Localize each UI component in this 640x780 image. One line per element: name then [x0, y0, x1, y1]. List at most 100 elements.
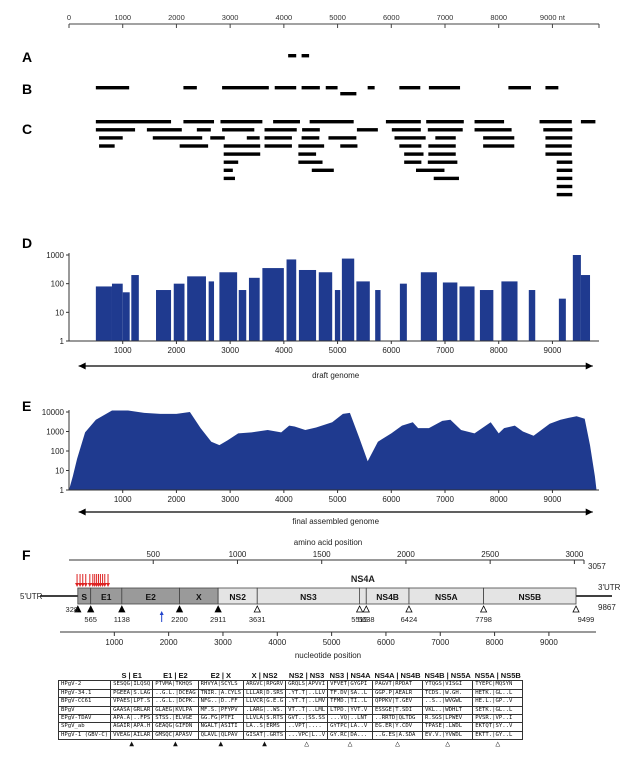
aa-axis-tick-label: 1000 — [229, 550, 247, 559]
coverage-x-tick-label: 6000 — [382, 495, 400, 504]
site-position-label: 328 — [66, 605, 79, 614]
alignment-sequence-name: HPgV-1 (GBV-C) — [58, 730, 112, 741]
alignment-cell: YTQGS|VISGI — [422, 680, 474, 690]
coverage-x-tick-label: 2000 — [168, 495, 186, 504]
read-bar — [152, 136, 203, 140]
read-bar — [391, 128, 421, 132]
coverage-bar — [238, 290, 247, 341]
read-bar — [99, 136, 123, 140]
alignment-column-header: E2 | X — [210, 672, 232, 680]
panel-label-d: D — [22, 235, 32, 251]
alignment-column-header: S | E1 — [121, 672, 142, 680]
read-bar — [274, 86, 297, 90]
panel-label-c: C — [22, 121, 32, 137]
read-bar — [298, 144, 325, 148]
alignment-row: EPgV-TDAV APA.A|..FPS STSS.|ELVGE GG.FG|PTF… — [58, 714, 524, 724]
alignment-column-header: NS4B | NS5A — [424, 672, 471, 680]
read-bar — [545, 152, 572, 156]
read-bar — [183, 86, 197, 90]
cleavage-site-filled-triangle — [118, 605, 126, 613]
alignment-cell: EG.ER|Y.CDV — [372, 722, 424, 732]
alignment-cell: TPASE|.LWDL — [422, 722, 474, 732]
coverage-x-tick-label: 3000 — [221, 495, 239, 504]
alignment-cell: LA..S|ERMS — [243, 722, 287, 732]
read-bar — [543, 128, 573, 132]
alignment-cell: ARGVC|RPGRV — [243, 680, 287, 690]
panel-c-reads — [95, 120, 596, 197]
alignment-column-header: NS3 | NS4A — [329, 672, 371, 680]
aa-axis-tick-label: 2500 — [481, 550, 499, 559]
cleavage-site-filled-triangle — [175, 605, 184, 613]
coverage-y-tick-label: 10 — [55, 308, 64, 317]
alignment-cell: TCDS.|W.GH. — [422, 688, 474, 699]
coverage-bar — [208, 281, 215, 341]
alignment-row: BPgV GAASA|GRLAR GLAEG|KVLPA MF.S.|PFYPV .LA… — [58, 705, 524, 716]
coverage-y-tick-label: 10000 — [42, 408, 65, 417]
aa-end-label: 3057 — [588, 562, 606, 571]
coverage-x-tick-label: 7000 — [436, 495, 454, 504]
alignment-cell: TF.DV|SA..L — [327, 688, 374, 699]
read-bar — [399, 144, 422, 148]
read-bar — [404, 160, 422, 164]
alignment-cell: STSS.|ELVGE — [152, 714, 199, 724]
arrow-head-right — [585, 508, 593, 516]
coverage-bar — [459, 286, 475, 341]
read-bar — [210, 136, 225, 140]
alignment-cell: GG.FG|PTFI — [197, 714, 245, 724]
alignment-cell: GGP.P|AEALR — [372, 688, 424, 699]
open-triangle-icon: △ — [445, 739, 451, 749]
read-bar — [340, 144, 358, 148]
read-bar — [545, 144, 572, 148]
coverage-x-tick-label: 2000 — [168, 346, 186, 355]
coverage-bar — [248, 277, 260, 341]
cleavage-site-open-triangle — [572, 605, 580, 613]
coverage-bar — [572, 255, 581, 341]
alignment-header-row: S | E1 E1 | E2 E2 | X X | NS2 NS2 | NS3 NS3 |… — [59, 672, 523, 681]
gene-box-ns4a — [359, 587, 367, 605]
alignment-cell: LLVLA|S.RTS — [243, 714, 287, 724]
read-bar — [340, 92, 357, 96]
coverage-y-tick-label: 100 — [51, 280, 65, 289]
alignment-cell: GRQLS|APVVI — [285, 680, 329, 690]
alignment-column-header: NS4A | NS4B — [374, 672, 421, 680]
top-axis-tick-label: 3000 — [222, 13, 239, 22]
blue-site-arrow-head — [159, 611, 164, 615]
red-site-arrow-head — [106, 583, 111, 587]
read-bar — [426, 120, 464, 124]
alignment-row: HPgV-34.1 PGEEA|S.LAG ..G.L.|DCEAG TNIR.|A.… — [58, 688, 524, 699]
coverage-bar — [356, 281, 370, 341]
nt-axis-tick-label: 2000 — [160, 638, 178, 647]
read-bar — [223, 144, 261, 148]
open-triangle-icon: △ — [495, 739, 501, 749]
red-site-arrow-head — [87, 583, 92, 587]
site-position-label: 9499 — [578, 615, 595, 624]
cleavage-site-open-triangle — [355, 605, 364, 613]
three-utr-label: 3'UTR — [598, 583, 621, 592]
read-bar — [545, 86, 559, 90]
gene-label: E1 — [101, 592, 112, 602]
gene-label: X — [196, 592, 202, 602]
cleavage-site-open-triangle — [362, 605, 370, 613]
gene-label: E2 — [145, 592, 156, 602]
panel-a-reads — [288, 54, 310, 58]
arrow-head-right — [585, 362, 593, 370]
coverage-bar — [558, 298, 566, 341]
cleavage-site-filled-triangle — [87, 605, 95, 613]
alignment-cell: NFG..|D..FF — [197, 697, 245, 707]
alignment-cell: GEAQG|GIFDN — [152, 722, 199, 732]
coverage-bar — [122, 292, 130, 341]
alignment-row: BPgV-CC61 VPAES|LPT.S ..G.L.|DCPK. NFG..|D.… — [58, 697, 524, 707]
coverage-bar — [298, 269, 317, 341]
read-bar — [508, 86, 531, 90]
read-bar — [223, 176, 235, 181]
read-bar — [556, 184, 573, 189]
alignment-cell: PVSR.|VP..I — [472, 714, 524, 724]
coverage-bar — [111, 283, 123, 341]
read-bar — [483, 144, 515, 148]
read-bar — [196, 128, 211, 132]
aa-axis-tick-label: 2000 — [397, 550, 415, 559]
alignment-cell: LTPD.|YVT.V — [327, 705, 374, 716]
open-triangle-icon: △ — [395, 739, 400, 749]
alignment-cell: .LARG|..WS. — [243, 705, 287, 716]
read-bar — [273, 120, 300, 124]
